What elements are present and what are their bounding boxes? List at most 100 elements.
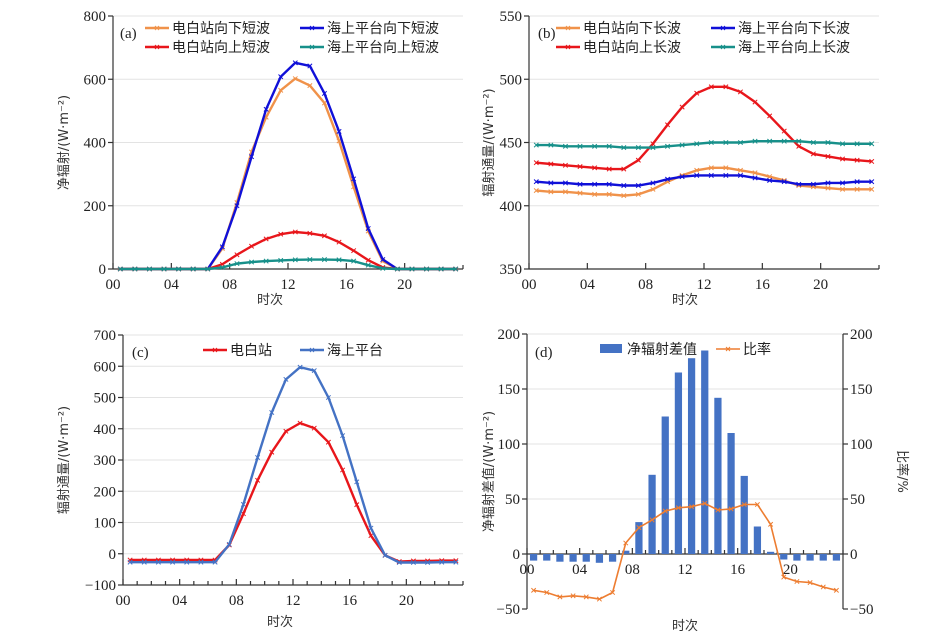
data-point [737, 172, 744, 178]
data-point [767, 174, 773, 180]
bar [661, 416, 669, 554]
legend-marker [154, 44, 160, 50]
bar [701, 350, 709, 554]
data-point [737, 167, 744, 173]
y-tick-label: 400 [84, 136, 107, 152]
y-axis-label-right: 比率/% [894, 450, 910, 493]
data-point [255, 454, 261, 461]
data-point [562, 143, 569, 149]
data-point [662, 508, 668, 514]
data-point [621, 193, 627, 199]
data-point [321, 256, 328, 263]
data-point [380, 256, 386, 263]
data-point [562, 162, 569, 168]
x-tick-label: 16 [730, 562, 746, 578]
legend-label: 电白站向下短波 [172, 21, 270, 37]
y-tick-label: 50 [505, 492, 520, 508]
x-tick-label: 08 [229, 593, 244, 609]
data-point [396, 559, 402, 566]
bar [569, 554, 577, 562]
data-point [307, 83, 313, 89]
y-tick-label-right: 150 [850, 382, 873, 398]
legend-label: 电白站向下长波 [583, 21, 681, 37]
data-point [340, 433, 346, 439]
data-point [283, 428, 289, 434]
x-tick-label: 00 [522, 277, 537, 293]
data-point [767, 138, 773, 144]
x-tick-label: 04 [580, 277, 596, 293]
data-point [365, 257, 371, 263]
data-point [307, 63, 313, 69]
data-point [664, 143, 671, 149]
data-point [752, 170, 758, 176]
x-tick-label: 04 [572, 562, 588, 578]
data-point [368, 533, 374, 539]
legend-marker [565, 44, 571, 50]
data-point [311, 425, 317, 431]
data-point [240, 511, 246, 517]
data-point [592, 181, 598, 187]
legend-label: 电白站向上短波 [172, 40, 270, 56]
data-point [292, 60, 298, 66]
data-point [425, 559, 431, 566]
y-tick-label-right: 0 [850, 547, 858, 563]
panel-b: 350 400 450 500 550 00 04 08 12 16 20 时次 辐射通量/(W·m⁻²… [481, 9, 880, 308]
bar [582, 554, 590, 562]
x-tick-label: 20 [813, 277, 828, 293]
data-point [854, 141, 860, 147]
data-point [737, 139, 744, 146]
data-point [117, 266, 123, 272]
data-point [278, 231, 284, 237]
data-point [869, 158, 875, 165]
legend-label: 海上平台向下短波 [327, 21, 439, 37]
bar [753, 526, 762, 554]
data-point [708, 172, 714, 178]
data-point [708, 165, 714, 171]
series-line [120, 61, 456, 271]
data-point [548, 161, 554, 167]
bar [622, 550, 630, 554]
data-point [439, 559, 445, 565]
data-point [708, 139, 714, 146]
data-point [577, 181, 583, 187]
data-point [548, 189, 554, 195]
data-point [606, 181, 612, 187]
data-point [833, 587, 839, 593]
data-point [592, 165, 598, 171]
x-tick-label: 16 [339, 277, 355, 293]
panel-label: (a) [120, 26, 137, 42]
y-tick-label-right: −50 [850, 602, 873, 618]
data-point [869, 186, 875, 192]
data-point [635, 191, 641, 197]
data-point [234, 261, 240, 267]
data-point [708, 84, 714, 90]
x-tick-label: 04 [172, 593, 188, 609]
data-point [354, 502, 360, 508]
data-point [825, 139, 831, 146]
data-point [297, 364, 303, 370]
data-point [351, 258, 357, 264]
data-point [752, 138, 758, 144]
data-point [650, 145, 656, 151]
data-point [854, 186, 860, 192]
data-point [297, 420, 303, 426]
legend-marker [565, 25, 571, 31]
legend-marker [154, 25, 160, 31]
data-point [694, 90, 700, 96]
data-point [606, 191, 612, 197]
data-point [127, 559, 133, 565]
data-point [794, 578, 800, 585]
panel-c: −100 0 100 200 300 400 500 600 700 00 04 08 12 16 20 时次… [56, 328, 464, 630]
data-point [825, 185, 831, 191]
data-point [583, 594, 589, 600]
data-point [796, 143, 802, 149]
data-point [325, 439, 331, 445]
y-tick-label: 600 [84, 72, 107, 88]
bar [608, 554, 617, 562]
data-point [562, 180, 569, 186]
legend-marker [725, 346, 731, 352]
data-point [737, 89, 744, 95]
bar [832, 554, 841, 561]
y-tick-label: 200 [84, 199, 107, 215]
